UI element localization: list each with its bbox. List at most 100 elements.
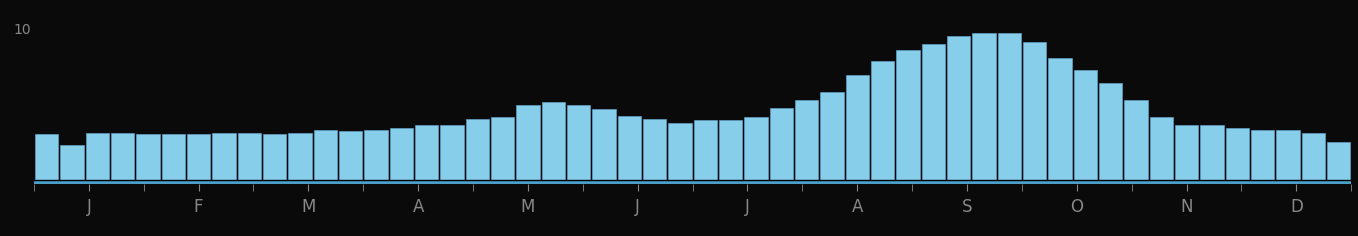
Bar xyxy=(947,180,971,184)
Bar xyxy=(693,180,718,184)
Bar xyxy=(111,133,134,184)
Bar xyxy=(592,109,615,184)
Bar xyxy=(314,130,337,184)
Bar xyxy=(617,180,642,184)
Bar xyxy=(162,134,185,184)
Bar xyxy=(1225,180,1249,184)
Bar xyxy=(1325,180,1351,184)
Bar xyxy=(846,75,869,184)
Bar xyxy=(136,134,160,184)
Bar xyxy=(1150,117,1173,184)
Bar xyxy=(820,92,843,184)
Bar xyxy=(770,108,793,184)
Bar xyxy=(388,180,414,184)
Bar xyxy=(440,125,463,184)
Bar xyxy=(60,145,84,184)
Bar xyxy=(1123,180,1149,184)
Bar xyxy=(1023,42,1046,184)
Bar xyxy=(1251,130,1274,184)
Bar xyxy=(1023,180,1047,184)
Bar xyxy=(516,105,539,184)
Bar xyxy=(1199,180,1225,184)
Bar xyxy=(187,134,210,184)
Bar xyxy=(212,133,235,184)
Bar xyxy=(947,36,970,184)
Bar xyxy=(1225,128,1249,184)
Bar xyxy=(364,180,388,184)
Bar xyxy=(1200,125,1224,184)
Bar xyxy=(1173,180,1199,184)
Bar xyxy=(160,180,186,184)
Bar xyxy=(1097,180,1123,184)
Bar xyxy=(642,180,667,184)
Bar xyxy=(743,180,769,184)
Bar xyxy=(490,180,515,184)
Bar xyxy=(492,117,515,184)
Bar xyxy=(439,180,464,184)
Bar xyxy=(542,101,565,184)
Bar xyxy=(667,180,693,184)
Bar xyxy=(896,50,919,184)
Bar xyxy=(515,180,540,184)
Bar xyxy=(642,119,667,184)
Bar xyxy=(86,133,109,184)
Bar xyxy=(34,180,60,184)
Bar xyxy=(1124,100,1148,184)
Bar xyxy=(1048,58,1071,184)
Bar xyxy=(1047,180,1073,184)
Bar xyxy=(997,180,1023,184)
Bar xyxy=(668,123,691,184)
Bar xyxy=(971,180,997,184)
Bar xyxy=(414,180,439,184)
Bar xyxy=(972,33,995,184)
Bar xyxy=(186,180,212,184)
Bar xyxy=(390,128,413,184)
Bar xyxy=(288,180,312,184)
Bar xyxy=(618,116,641,184)
Bar xyxy=(1099,83,1122,184)
Bar xyxy=(338,180,364,184)
Bar xyxy=(1175,125,1198,184)
Bar xyxy=(1277,130,1300,184)
Bar xyxy=(566,180,591,184)
Bar xyxy=(718,180,743,184)
Bar xyxy=(870,61,894,184)
Bar xyxy=(1275,180,1301,184)
Bar xyxy=(566,105,591,184)
Bar xyxy=(895,180,921,184)
Bar xyxy=(340,131,363,184)
Bar xyxy=(921,180,947,184)
Bar xyxy=(364,130,387,184)
Bar xyxy=(263,134,287,184)
Bar xyxy=(466,119,489,184)
Bar xyxy=(819,180,845,184)
Bar xyxy=(1301,180,1325,184)
Bar xyxy=(60,180,84,184)
Bar xyxy=(694,120,717,184)
Bar xyxy=(845,180,870,184)
Bar xyxy=(312,180,338,184)
Bar xyxy=(1301,133,1325,184)
Bar xyxy=(794,100,819,184)
Bar xyxy=(238,133,261,184)
Bar xyxy=(35,134,58,184)
Bar xyxy=(1149,180,1173,184)
Bar xyxy=(136,180,160,184)
Bar xyxy=(416,125,439,184)
Bar xyxy=(464,180,490,184)
Bar xyxy=(718,120,743,184)
Bar xyxy=(922,44,945,184)
Bar xyxy=(591,180,617,184)
Bar xyxy=(262,180,288,184)
Bar xyxy=(1073,180,1097,184)
Bar xyxy=(1327,142,1350,184)
Bar xyxy=(998,33,1021,184)
Bar xyxy=(1249,180,1275,184)
Bar xyxy=(540,180,566,184)
Bar xyxy=(769,180,794,184)
Bar xyxy=(110,180,136,184)
Bar xyxy=(212,180,236,184)
Bar xyxy=(84,180,110,184)
Bar xyxy=(236,180,262,184)
Bar xyxy=(288,133,311,184)
